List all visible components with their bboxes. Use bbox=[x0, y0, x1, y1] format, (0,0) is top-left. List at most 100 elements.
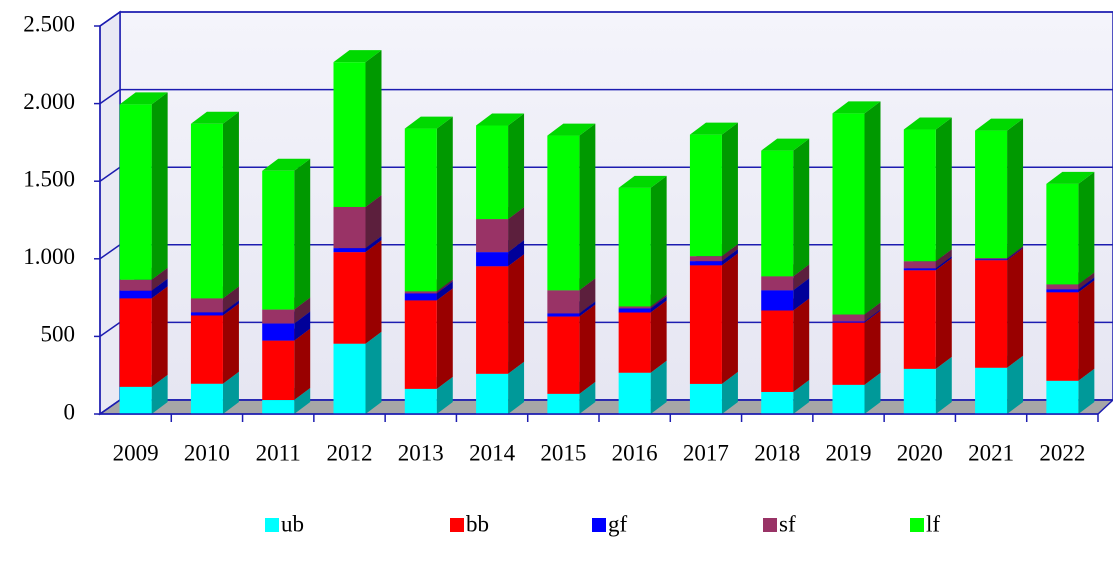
bar-segment bbox=[618, 372, 651, 414]
bar-segment bbox=[975, 259, 1008, 261]
bar-segment bbox=[262, 309, 295, 324]
bar-side bbox=[650, 175, 667, 307]
bar-segment bbox=[975, 260, 1008, 368]
bar-segment bbox=[618, 312, 651, 373]
bar-side bbox=[935, 117, 952, 262]
bar-side bbox=[151, 374, 168, 414]
bar-top bbox=[1046, 171, 1095, 184]
bar-side bbox=[1007, 248, 1024, 368]
bar-side bbox=[1007, 118, 1024, 259]
y-tick-label: 1.500 bbox=[23, 166, 75, 191]
x-tick-label: 2009 bbox=[113, 440, 159, 465]
x-tick-label: 2018 bbox=[754, 440, 800, 465]
legend-swatch bbox=[910, 518, 924, 532]
bar-segment bbox=[832, 113, 865, 315]
bar-segment bbox=[903, 129, 936, 262]
bar-side bbox=[721, 253, 738, 384]
x-tick-label: 2022 bbox=[1039, 440, 1085, 465]
bar-segment bbox=[903, 270, 936, 369]
x-tick-label: 2020 bbox=[897, 440, 943, 465]
bar-segment bbox=[689, 265, 722, 384]
bar-segment bbox=[476, 266, 509, 374]
x-tick-label: 2014 bbox=[469, 440, 516, 465]
bar-segment bbox=[903, 268, 936, 271]
bar-segment bbox=[333, 252, 366, 344]
bar-side bbox=[1078, 272, 1095, 290]
bar-side bbox=[436, 116, 453, 292]
grid-line bbox=[99, 11, 1113, 27]
bar-segment bbox=[333, 248, 366, 253]
bar-top bbox=[333, 50, 382, 63]
bar-segment bbox=[476, 252, 509, 267]
legend: ub bb gf sf lf bbox=[265, 511, 940, 536]
y-tick-label: 1.000 bbox=[23, 244, 75, 269]
bar-segment bbox=[547, 290, 580, 314]
bar-segment bbox=[618, 187, 651, 307]
bar-side bbox=[294, 311, 311, 341]
bar-side bbox=[721, 249, 738, 266]
bar-side bbox=[579, 123, 596, 291]
bar-side bbox=[436, 281, 453, 301]
bar-segment bbox=[547, 313, 580, 317]
bar-segment bbox=[832, 321, 865, 323]
bar-side bbox=[294, 328, 311, 401]
bar-side bbox=[1078, 368, 1095, 414]
bar-side bbox=[650, 300, 667, 373]
bar-top bbox=[404, 116, 453, 129]
bar-side bbox=[365, 50, 382, 207]
bar-segment bbox=[689, 383, 722, 414]
bar-side bbox=[721, 244, 738, 262]
bar-segment bbox=[476, 219, 509, 253]
bar-segment bbox=[689, 256, 722, 262]
bar-side bbox=[222, 303, 239, 384]
bar-side bbox=[650, 360, 667, 414]
bar-segment bbox=[333, 206, 366, 249]
bar-side bbox=[579, 304, 596, 394]
bar-side bbox=[579, 381, 596, 414]
bar-side bbox=[864, 309, 881, 323]
bar-side bbox=[151, 278, 168, 299]
bar-side bbox=[579, 278, 596, 314]
bar-segment bbox=[903, 368, 936, 414]
floor bbox=[97, 399, 1113, 415]
grid-line bbox=[99, 88, 1113, 105]
bar-side bbox=[222, 300, 239, 316]
legend-swatch bbox=[592, 518, 606, 532]
y-tick-label: 2.000 bbox=[23, 89, 75, 114]
bar-segment bbox=[404, 291, 437, 294]
bar-segment bbox=[476, 373, 509, 414]
bar-side bbox=[793, 264, 810, 291]
bar-top bbox=[190, 111, 239, 124]
x-tick-label: 2011 bbox=[256, 440, 301, 465]
bar-side bbox=[436, 288, 453, 389]
bar-side bbox=[365, 194, 382, 249]
legend-label: sf bbox=[779, 511, 796, 536]
bar-side bbox=[436, 376, 453, 414]
bar-segment bbox=[547, 316, 580, 394]
bar-segment bbox=[404, 128, 437, 292]
bar-side bbox=[721, 122, 738, 257]
bar-segment bbox=[761, 391, 794, 414]
bar-side bbox=[864, 310, 881, 385]
bar-segment bbox=[190, 383, 223, 414]
bar-segment bbox=[975, 258, 1008, 260]
bar-top bbox=[119, 92, 168, 105]
bar-side bbox=[1007, 246, 1024, 260]
bar-side bbox=[935, 256, 952, 271]
bar-side bbox=[1078, 277, 1095, 293]
bar-side bbox=[935, 249, 952, 269]
bar-segment bbox=[190, 298, 223, 313]
bar-side bbox=[294, 388, 311, 414]
bar-side bbox=[294, 297, 311, 324]
bar-top bbox=[975, 118, 1024, 131]
bar-side bbox=[151, 286, 168, 387]
x-tick-label: 2010 bbox=[184, 440, 230, 465]
bar-side bbox=[508, 254, 525, 374]
bar-segment bbox=[1046, 183, 1079, 285]
bar-segment bbox=[761, 150, 794, 277]
bar-side bbox=[793, 138, 810, 277]
bar-segment bbox=[1046, 292, 1079, 381]
bar-side bbox=[436, 279, 453, 294]
bar-side bbox=[365, 236, 382, 253]
bar-segment bbox=[190, 123, 223, 299]
